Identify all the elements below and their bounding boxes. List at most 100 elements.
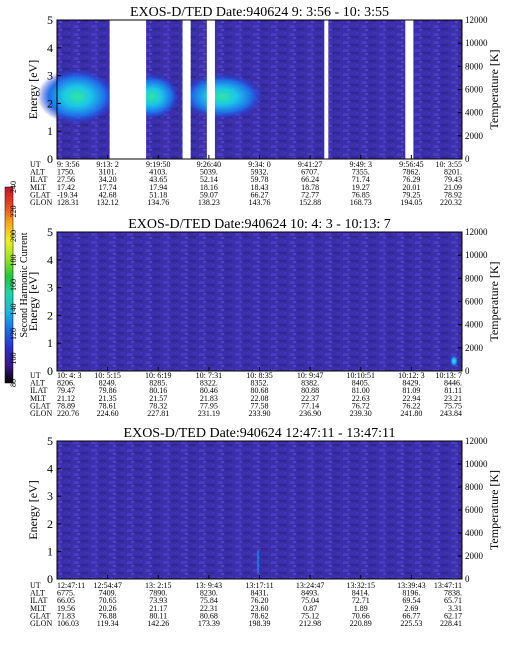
table-cell: 5932.: [251, 168, 269, 177]
table-cell: 18.43: [251, 183, 269, 192]
table-row-label: MLT: [30, 604, 46, 613]
y-tick-label: 3: [47, 69, 53, 83]
colorbar-tick-label: 120: [9, 328, 18, 340]
table-cell: 1750.: [57, 168, 75, 177]
table-cell: 20.26: [99, 604, 117, 613]
colorbar-tick-label: 200: [9, 230, 18, 242]
y2-tick-label: 12000: [465, 15, 488, 25]
table-cell: 236.90: [299, 409, 321, 418]
table-cell: 198.39: [249, 619, 271, 628]
table-cell: 6775.: [57, 589, 75, 598]
table-cell: 228.41: [440, 619, 462, 628]
y-tick-label: 1: [47, 336, 53, 350]
table-cell: 152.88: [299, 198, 321, 207]
table-cell: 9:26:40: [197, 160, 221, 169]
table-cell: 78.92: [444, 190, 462, 199]
table-cell: 239.30: [350, 409, 372, 418]
y-axis-label: Energy [eV]: [26, 480, 40, 539]
table-row-label: ALT: [30, 168, 45, 177]
y2-tick-label: 12000: [465, 436, 488, 446]
table-row-label: ALT: [30, 379, 45, 388]
table-cell: 7838.: [444, 589, 462, 598]
y-tick-label: 4: [47, 462, 53, 476]
y2-tick-label: 2000: [465, 131, 484, 141]
table-cell: 80.16: [149, 386, 167, 395]
y2-axis-label: Temperature [K]: [487, 470, 501, 550]
table-cell: 225.53: [400, 619, 422, 628]
y2-tick-label: 4000: [465, 320, 484, 330]
spectrogram-image: [57, 441, 462, 579]
table-cell: 9:56:45: [399, 160, 423, 169]
table-cell: 8414.: [352, 589, 370, 598]
table-cell: 224.60: [97, 409, 119, 418]
table-cell: 21.35: [99, 394, 117, 403]
table-cell: 9:19:50: [146, 160, 170, 169]
table-cell: 138.23: [198, 198, 220, 207]
table-cell: 65.71: [444, 596, 462, 605]
table-cell: 80.68: [251, 386, 269, 395]
table-cell: 10: 8:35: [246, 371, 272, 380]
table-cell: 8285.: [149, 379, 167, 388]
y-axis-label: Energy [eV]: [26, 272, 40, 331]
table-cell: 77.14: [301, 401, 319, 410]
table-cell: 34.20: [99, 175, 117, 184]
table-cell: 10:10:51: [347, 371, 375, 380]
table-cell: 80.88: [301, 386, 319, 395]
data-gap: [405, 20, 414, 159]
y-tick-label: 1: [47, 124, 53, 138]
table-cell: 119.34: [97, 619, 119, 628]
table-cell: 81.00: [352, 386, 370, 395]
y-tick-label: 2: [47, 308, 53, 322]
panel-title: EXOS-D/TED Date:940624 12:47:11 - 13:47:…: [124, 426, 396, 441]
table-cell: 17.74: [99, 183, 117, 192]
table-cell: 79.43: [444, 175, 462, 184]
table-cell: 20.01: [402, 183, 420, 192]
orbit-info-table: UTALTILATMLTGLATGLON12:47:116775.66.0519…: [30, 581, 462, 628]
table-cell: 76.22: [402, 401, 420, 410]
table-cell: 10:13: 7: [436, 371, 462, 380]
table-cell: 81.11: [444, 386, 462, 395]
intense-flux-region: [180, 73, 264, 120]
table-cell: 132.12: [97, 198, 119, 207]
spectrogram-panel-1: EXOS-D/TED Date:940624 9: 3:56 - 10: 3:5…: [26, 5, 501, 207]
table-cell: 18.78: [301, 183, 319, 192]
table-cell: 52.14: [200, 175, 218, 184]
table-cell: 23.21: [444, 394, 462, 403]
table-row-label: GLON: [30, 409, 52, 418]
table-cell: 19.27: [352, 183, 370, 192]
table-cell: 21.17: [149, 604, 167, 613]
y-tick-label: 3: [47, 281, 53, 295]
table-cell: 69.54: [402, 596, 420, 605]
table-row-label: ILAT: [30, 596, 47, 605]
table-cell: 168.73: [350, 198, 372, 207]
table-cell: 10: 5:15: [94, 371, 120, 380]
table-cell: 70.66: [352, 611, 370, 620]
y-tick-label: 3: [47, 489, 53, 503]
table-cell: 22.08: [251, 394, 269, 403]
table-row-label: ALT: [30, 589, 45, 598]
table-cell: 79.47: [57, 386, 75, 395]
colorbar-tick-label: 100: [9, 353, 18, 365]
table-cell: 18.16: [200, 183, 218, 192]
table-cell: 233.90: [249, 409, 271, 418]
table-cell: 243.84: [440, 409, 462, 418]
table-cell: 8249.: [99, 379, 117, 388]
table-cell: 241.80: [400, 409, 422, 418]
table-cell: 8431.: [251, 589, 269, 598]
table-cell: -19.34: [57, 190, 78, 199]
table-cell: 9:41:27: [298, 160, 322, 169]
table-cell: 70.65: [99, 596, 117, 605]
table-cell: 71.83: [57, 611, 75, 620]
panel-title: EXOS-D/TED Date:940624 10: 4: 3 - 10:13:…: [128, 217, 390, 232]
table-cell: 66.24: [301, 175, 319, 184]
table-cell: 8196.: [402, 589, 420, 598]
table-cell: 51.18: [149, 190, 167, 199]
table-cell: 62.17: [444, 611, 462, 620]
table-cell: 142.26: [147, 619, 169, 628]
y2-axis-label: Temperature [K]: [487, 49, 501, 129]
table-cell: 80.68: [200, 611, 218, 620]
table-cell: 13:39:43: [397, 581, 425, 590]
y2-tick-label: 0: [465, 574, 470, 584]
table-cell: 8352.: [251, 379, 269, 388]
table-cell: 9: 3:56: [57, 160, 79, 169]
